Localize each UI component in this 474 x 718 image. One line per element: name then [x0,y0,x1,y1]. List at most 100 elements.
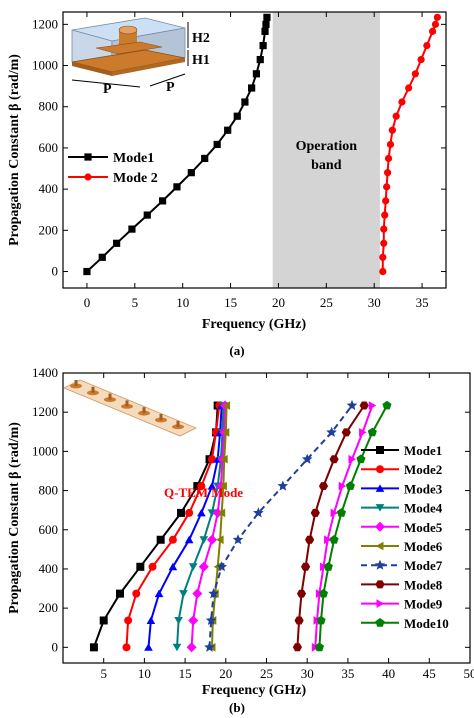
data-point [253,507,264,518]
plot-frame [62,11,447,289]
data-point [219,481,227,491]
series-line [147,405,223,648]
chart-a: Operation band 0 5 10 15 20 25 30 35 0 200 400 600 8… [7,11,447,358]
legend-marker [375,484,385,492]
data-point [301,562,311,571]
x-tick-label: 10 [176,295,189,310]
p-dim-line-2 [149,73,186,87]
data-point [199,536,209,544]
ground-plate-edge [72,62,112,76]
data-point [207,509,217,517]
data-point [148,562,157,571]
data-point [222,401,231,410]
legend-marker [375,521,385,532]
legend-marker [375,504,385,512]
data-point [187,169,195,177]
data-point [188,615,199,626]
x-tick-label: 25 [260,666,273,681]
data-point [292,643,302,652]
y-tick-label: 0 [52,639,59,654]
data-point [367,427,377,437]
array-cell-post [108,393,112,400]
series-line [314,405,374,648]
legend-marker [375,580,385,589]
data-point [380,239,388,247]
data-point [423,41,431,50]
data-point [193,482,202,491]
data-point [417,55,425,64]
array-cell-post [91,386,95,393]
x-tick-label: 35 [341,666,354,681]
y-tick-label: 1200 [32,404,58,419]
x-axis-label-b: Frequency (GHz) [202,683,307,698]
data-point [324,535,332,545]
series-mode8 [292,401,369,652]
band-label-line1: Operation [296,139,358,154]
ground-plate-side [112,58,185,76]
data-point [156,535,165,544]
legend-marker [84,153,92,161]
data-point [368,401,377,410]
data-point [197,482,206,491]
y-axis-label-a: Propagation Constant β (rad/m) [7,54,22,246]
data-point [136,562,145,571]
data-point [197,508,206,517]
p-dim-line-1 [71,79,141,88]
legend-b: Mode1 Mode2 Mode3 Mode4 Mode5 Mode6 Mode7 Mode8… [361,443,449,631]
legend-a: Mode1 Mode 2 [68,151,158,186]
x-tick-label: 0 [84,295,91,310]
data-point [205,614,217,625]
data-point [330,508,339,518]
data-point [310,508,320,517]
array-inset [63,379,197,437]
legend-marker [376,465,384,474]
series-line [92,405,219,648]
data-point [177,508,186,517]
data-point [381,211,389,219]
data-point [99,616,108,625]
legend-marker [375,618,385,627]
p-label-1: P [103,82,112,97]
via-post-top [118,25,138,35]
data-point [305,535,315,544]
data-point [158,197,167,205]
data-point [224,126,232,134]
legend-label: Mode 2 [113,171,158,186]
data-point [173,183,181,191]
data-point [179,590,188,598]
data-point [201,154,209,163]
data-point [411,70,419,78]
data-point [296,589,307,598]
data-point [188,563,198,571]
series-line [176,405,225,648]
data-point [252,70,261,78]
data-point [132,589,141,598]
panel-label-a: (a) [229,343,244,358]
legend-label: Mode3 [404,481,443,496]
data-point [356,454,366,464]
data-point [262,20,270,28]
y-tick-label: 400 [39,561,59,576]
x-tick-label: 5 [132,295,139,310]
x-tick-label: 30 [301,666,314,681]
legend-label: Mode2 [404,462,442,477]
y-axis-label-b: Propagation Constant β (rad/m) [7,422,22,614]
chart-b: 5 10 15 20 25 30 35 40 45 50 0 200 400 600 800 1000 1200… [7,365,474,715]
legend-label: Mode9 [404,597,443,612]
series-line [208,404,353,648]
data-point [216,561,228,572]
data-point [263,13,271,21]
legend-label: Mode10 [404,616,449,631]
data-point [256,55,264,64]
data-point [348,454,356,464]
x-tick-label: 30 [368,295,381,310]
legend-label: Mode5 [404,520,443,535]
data-point [301,453,313,464]
data-point [379,267,387,276]
series-mode7 [204,399,358,652]
data-point [431,20,440,28]
data-point [185,508,194,517]
y-tick-label: 600 [39,522,59,537]
legend-label: Mode8 [404,577,443,592]
data-point [207,455,216,464]
